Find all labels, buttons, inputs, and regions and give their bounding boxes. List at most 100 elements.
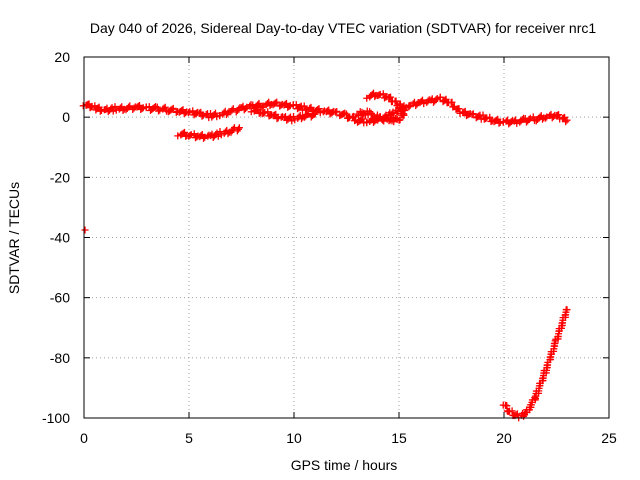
data-point	[243, 103, 251, 111]
data-point	[273, 98, 281, 106]
data-point	[224, 109, 232, 117]
data-point	[499, 118, 507, 126]
data-point	[81, 226, 89, 234]
data-point	[550, 113, 557, 121]
data-point	[436, 93, 444, 101]
data-point	[353, 110, 361, 118]
y-tick-label: -60	[50, 290, 70, 306]
data-point	[254, 105, 262, 113]
data-point	[271, 111, 278, 119]
data-point	[401, 106, 409, 114]
data-point	[508, 407, 516, 415]
data-point	[187, 131, 195, 139]
data-point	[261, 108, 269, 116]
data-point	[379, 90, 387, 98]
data-point	[119, 106, 127, 114]
data-points	[79, 89, 571, 422]
data-point	[235, 105, 243, 113]
data-point	[372, 114, 380, 122]
data-point	[387, 93, 395, 101]
y-tick-label: 0	[62, 109, 70, 125]
y-axis-label: SDTVAR / TECUs	[6, 182, 22, 294]
data-point	[397, 111, 405, 119]
x-tick-label: 0	[80, 430, 88, 446]
x-tick-label: 15	[391, 430, 407, 446]
data-point	[511, 116, 519, 124]
data-point	[448, 98, 456, 106]
data-point	[271, 99, 279, 107]
data-point	[455, 105, 463, 113]
data-point	[460, 108, 468, 116]
y-tick-label: -80	[50, 350, 70, 366]
data-point	[199, 134, 207, 142]
data-point	[315, 105, 323, 113]
data-point	[259, 102, 267, 110]
data-point	[272, 110, 280, 118]
data-point	[420, 100, 428, 108]
data-point	[363, 119, 371, 127]
data-point	[311, 110, 319, 118]
data-point	[495, 119, 503, 127]
data-point	[186, 131, 194, 139]
data-point	[130, 104, 138, 112]
data-point	[213, 129, 221, 137]
data-point	[538, 115, 546, 123]
data-point	[418, 96, 426, 104]
data-point	[518, 116, 526, 124]
data-point	[198, 112, 206, 120]
series-branch-1	[247, 105, 319, 125]
data-point	[253, 106, 261, 114]
data-point	[174, 132, 182, 140]
data-point	[111, 103, 119, 111]
x-axis-label: GPS time / hours	[291, 457, 398, 473]
data-point	[525, 116, 533, 124]
data-point	[211, 109, 219, 117]
data-point	[298, 115, 305, 123]
axis-ticks: 0 5 10 15 20 25 -100 -80 -60 -40 -20 0 20	[42, 49, 617, 446]
data-point	[405, 103, 413, 111]
data-point	[479, 111, 487, 119]
data-point	[285, 103, 293, 111]
data-point	[259, 109, 267, 117]
data-point	[112, 106, 120, 114]
data-point	[375, 91, 383, 99]
data-point	[543, 113, 551, 121]
series-branch-3	[174, 124, 243, 142]
data-point	[371, 93, 379, 101]
data-point	[235, 124, 243, 132]
data-point	[258, 103, 266, 111]
data-point	[333, 107, 341, 115]
data-point	[186, 108, 194, 116]
data-point	[486, 113, 494, 121]
x-tick-label: 10	[286, 430, 302, 446]
data-point	[541, 114, 549, 122]
data-point	[138, 105, 146, 113]
data-point	[316, 109, 324, 117]
data-point	[563, 306, 571, 314]
data-point	[289, 102, 297, 110]
data-point	[468, 111, 476, 119]
data-point	[481, 115, 489, 123]
data-point	[216, 112, 224, 120]
data-point	[156, 106, 164, 114]
data-point	[201, 133, 209, 141]
series-branch-2	[353, 89, 409, 126]
data-point	[331, 108, 339, 116]
data-point	[274, 114, 282, 122]
data-point	[562, 118, 570, 126]
data-point	[266, 102, 274, 110]
data-point	[161, 103, 169, 111]
data-point	[169, 104, 177, 112]
data-point	[154, 107, 162, 115]
y-tick-label: -100	[42, 410, 70, 426]
data-point	[235, 125, 243, 133]
data-point	[247, 108, 255, 116]
data-point	[376, 90, 384, 98]
data-point	[343, 110, 350, 118]
data-point	[303, 111, 311, 119]
chart-title: Day 040 of 2026, Sidereal Day-to-day VTE…	[90, 20, 596, 36]
x-tick-label: 25	[601, 430, 617, 446]
data-point	[291, 116, 299, 124]
data-point	[288, 117, 296, 125]
